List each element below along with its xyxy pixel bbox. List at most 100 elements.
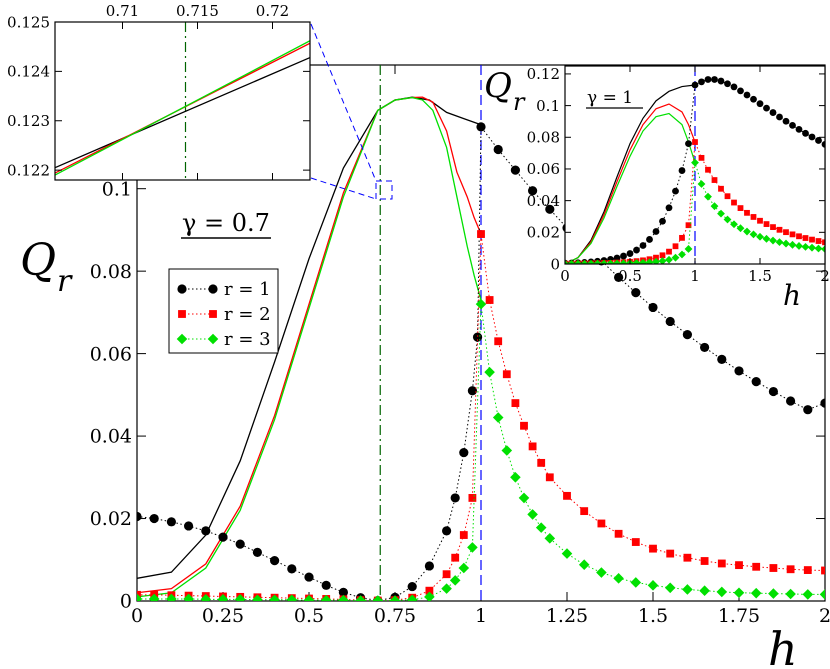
main-data-point bbox=[492, 412, 504, 423]
main-data-point bbox=[700, 557, 709, 565]
main-data-point bbox=[406, 594, 418, 601]
right-inset-data-point bbox=[814, 244, 823, 253]
right-inset-data-point bbox=[678, 250, 686, 259]
main-data-point bbox=[166, 593, 177, 601]
main-data-point bbox=[502, 370, 511, 379]
right-inset-curves bbox=[565, 84, 696, 264]
right-inset-data-point bbox=[705, 166, 711, 173]
right-inset-data-point bbox=[730, 83, 738, 91]
main-data-point bbox=[269, 594, 280, 601]
right-inset-data-point bbox=[815, 137, 822, 144]
main-data-point bbox=[501, 445, 513, 456]
main-data-point bbox=[510, 165, 520, 175]
main-data-point bbox=[183, 593, 194, 601]
zoom-y-tick-label: 0.125 bbox=[7, 13, 50, 31]
main-data-point bbox=[520, 421, 528, 430]
right-inset-theory-curve bbox=[565, 112, 696, 264]
main-data-point bbox=[234, 594, 246, 601]
main-data-point bbox=[166, 517, 176, 527]
main-data-point bbox=[484, 366, 495, 378]
right-inset-data-point bbox=[717, 77, 725, 85]
right-inset-data-point bbox=[782, 117, 790, 125]
main-data-point bbox=[803, 566, 812, 574]
main-data-point bbox=[630, 577, 642, 588]
zoom-region-box bbox=[375, 180, 393, 200]
right-inset-data-point bbox=[802, 129, 809, 137]
main-data-point bbox=[750, 587, 762, 599]
main-data-point bbox=[700, 342, 710, 353]
right-inset-data-point bbox=[744, 209, 750, 216]
main-x-tick-label: 2 bbox=[819, 605, 830, 627]
main-data-point bbox=[252, 547, 262, 557]
right-inset-y-axis-label: Q r bbox=[484, 66, 526, 116]
right-inset-data-point bbox=[639, 258, 647, 264]
legend-marker bbox=[178, 310, 186, 318]
main-data-point bbox=[752, 562, 761, 571]
main-data-point bbox=[648, 302, 658, 313]
legend-entry: r = 1 bbox=[177, 279, 271, 300]
legend-marker bbox=[209, 310, 217, 318]
right-inset-data-point bbox=[698, 154, 705, 161]
right-inset-data-point bbox=[717, 209, 725, 218]
main-data-point bbox=[819, 589, 825, 600]
main-x-tick-label: 1.5 bbox=[638, 605, 668, 627]
main-data-point bbox=[218, 532, 228, 542]
right-inset-data-point bbox=[723, 215, 732, 224]
right-inset-data-point bbox=[776, 226, 783, 233]
right-inset-data-point bbox=[749, 230, 758, 239]
main-data-point bbox=[820, 398, 825, 408]
right-inset-data-point bbox=[757, 217, 763, 224]
right-inset-y-tick-label: 0.04 bbox=[527, 192, 560, 210]
right-inset-y-tick-label: 0.12 bbox=[527, 65, 560, 83]
main-x-tick-label: 0.5 bbox=[294, 605, 324, 627]
right-inset-data-point bbox=[652, 228, 660, 235]
right-inset-data-point bbox=[711, 76, 718, 83]
main-data-point bbox=[510, 472, 521, 483]
zoom-theory-curve bbox=[55, 40, 310, 176]
right-inset-data-point bbox=[645, 258, 654, 264]
right-inset-data-point bbox=[704, 192, 712, 201]
main-x-tick-label: 1.75 bbox=[718, 605, 760, 627]
main-y-tick-label: 0.1 bbox=[102, 178, 132, 200]
main-data-point bbox=[518, 492, 530, 504]
right-inset-data-point bbox=[750, 214, 757, 220]
main-data-series bbox=[137, 122, 825, 601]
zoom-connector-top bbox=[310, 23, 377, 182]
main-data-point bbox=[751, 377, 761, 387]
legend-marker bbox=[177, 284, 187, 294]
main-data-point bbox=[682, 584, 693, 595]
right-inset-data-point bbox=[783, 229, 789, 236]
legend: r = 1 r = 2 r = 3 bbox=[168, 268, 279, 354]
main-data-point bbox=[511, 399, 520, 408]
main-theory-curves bbox=[137, 96, 482, 598]
main-data-point bbox=[450, 493, 460, 503]
main-data-point bbox=[467, 542, 478, 553]
right-inset-data-point bbox=[802, 235, 809, 241]
right-inset-data-point bbox=[763, 221, 770, 227]
main-data-point bbox=[320, 594, 332, 601]
main-data-point bbox=[286, 594, 298, 601]
right-inset-data-point bbox=[737, 87, 744, 95]
right-inset-data-point bbox=[789, 122, 796, 129]
right-inset-data-point bbox=[796, 233, 802, 240]
right-inset-data-point bbox=[684, 245, 693, 253]
main-data-point bbox=[769, 564, 778, 572]
zoom-theory-curve bbox=[55, 56, 310, 169]
main-x-tick-label: 0 bbox=[131, 605, 143, 627]
right-inset-x-tick-label: 1.5 bbox=[748, 267, 772, 285]
zoom-y-tick-label: 0.123 bbox=[7, 112, 50, 130]
right-inset-data-point bbox=[795, 242, 803, 250]
main-data-point bbox=[561, 548, 573, 559]
main-data-point bbox=[631, 287, 641, 298]
right-inset-data-point bbox=[731, 199, 737, 206]
right-inset-data-point bbox=[788, 240, 797, 249]
main-data-point bbox=[338, 594, 349, 601]
right-inset-data-point bbox=[580, 259, 589, 264]
right-inset-data-point bbox=[658, 257, 667, 264]
right-inset-data-point bbox=[770, 224, 776, 230]
main-data-point bbox=[768, 588, 779, 599]
main-x-axis-label: h bbox=[768, 622, 798, 669]
main-data-point bbox=[459, 531, 468, 539]
right-inset-y-tick-label: 0 bbox=[550, 255, 560, 273]
main-data-point bbox=[442, 526, 452, 536]
